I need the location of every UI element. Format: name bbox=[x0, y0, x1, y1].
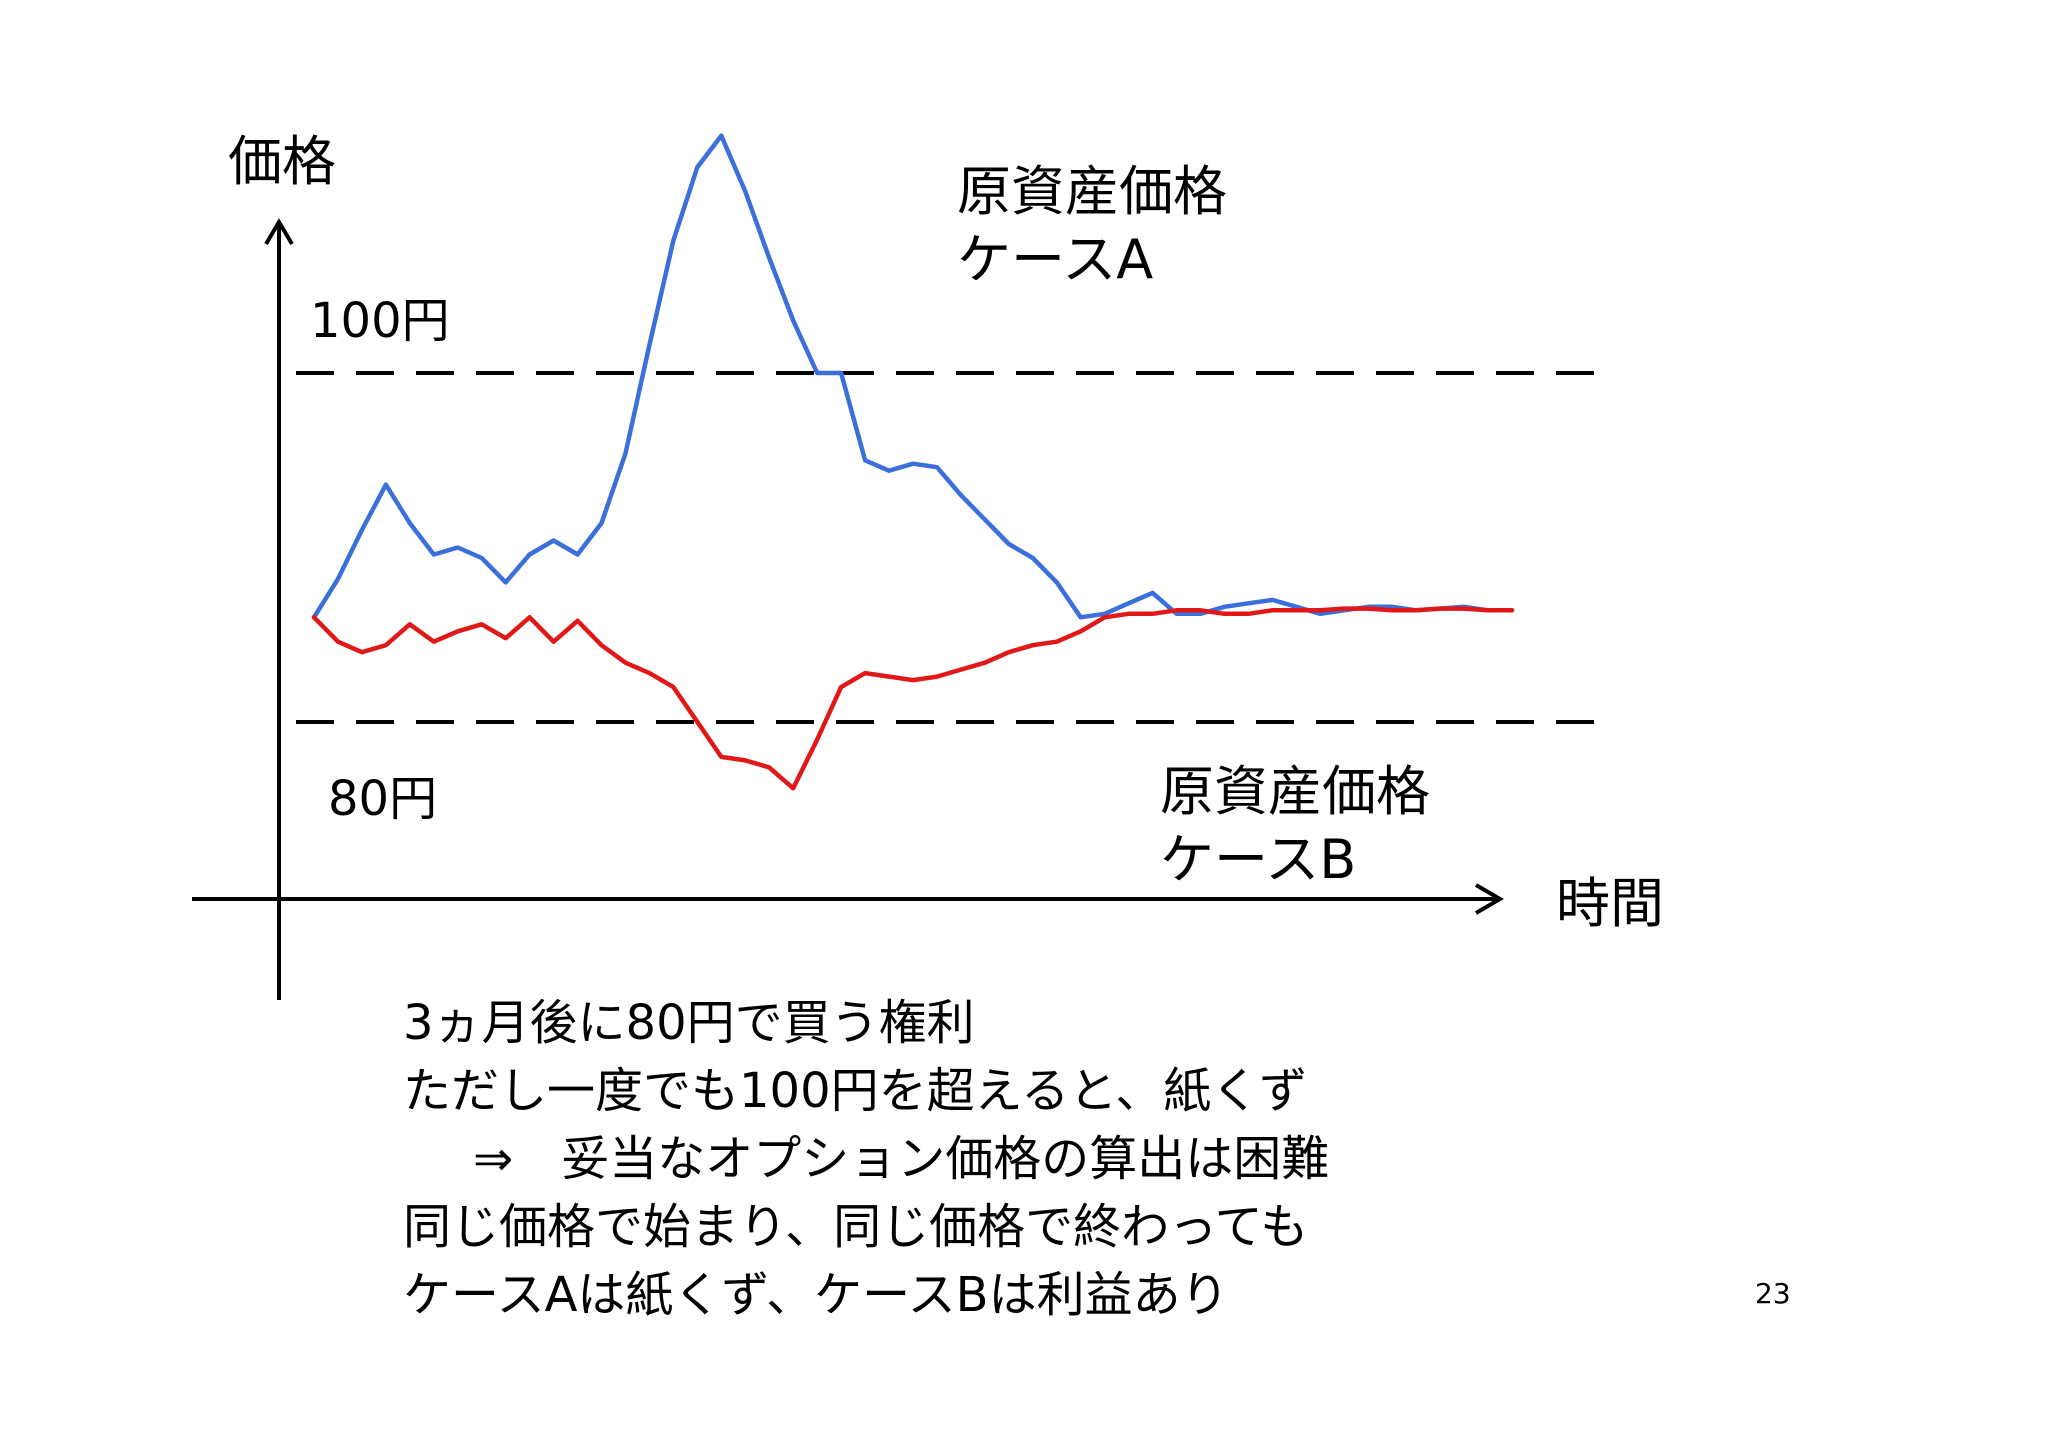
series-a-line bbox=[311, 133, 1515, 620]
upper-reference-label: 100円 bbox=[310, 293, 450, 349]
caption-line: 3ヵ月後に80円で買う権利 bbox=[403, 995, 975, 1051]
x-axis-title: 時間 bbox=[1556, 872, 1664, 935]
y-axis-arrowhead bbox=[264, 218, 294, 246]
caption-line: ただし一度でも100円を超えると、紙くず bbox=[403, 1063, 1308, 1119]
caption-line: ⇒ 妥当なオプション価格の算出は困難 bbox=[473, 1131, 1330, 1187]
series-b-line bbox=[311, 606, 1515, 791]
series-a-label: 原資産価格 ケースA bbox=[957, 160, 1227, 291]
x-axis-arrowhead bbox=[1474, 883, 1504, 915]
caption-text: 3ヵ月後に80円で買う権利 ただし一度でも100円を超えると、紙くず ⇒ 妥当な… bbox=[403, 989, 1329, 1329]
y-axis-title: 価格 bbox=[228, 130, 336, 193]
caption-line: 同じ価格で始まり、同じ価格で終わっても bbox=[403, 1199, 1309, 1255]
lower-reference-label: 80円 bbox=[328, 771, 438, 827]
series-b-label: 原資産価格 ケースB bbox=[1160, 760, 1430, 891]
page-number: 23 bbox=[1755, 1277, 1791, 1310]
caption-line: ケースAは紙くず、ケースBは利益あり bbox=[403, 1267, 1229, 1323]
